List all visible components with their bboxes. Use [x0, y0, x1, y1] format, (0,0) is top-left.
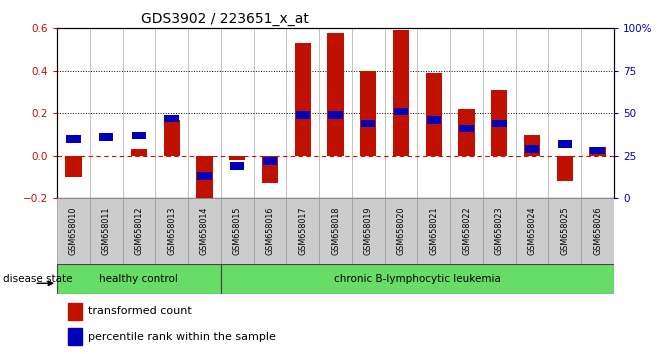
Bar: [57, 264, 221, 294]
Bar: [132, 132, 146, 139]
Bar: [188, 198, 221, 264]
Text: GSM658010: GSM658010: [69, 207, 78, 255]
Text: GSM658021: GSM658021: [429, 207, 438, 255]
Bar: [590, 147, 605, 154]
Bar: [319, 198, 352, 264]
Bar: [557, 156, 573, 181]
Bar: [197, 156, 213, 202]
Bar: [548, 198, 581, 264]
Bar: [164, 120, 180, 156]
Bar: [458, 109, 475, 156]
Bar: [287, 198, 319, 264]
Bar: [581, 198, 614, 264]
Text: GSM658011: GSM658011: [102, 207, 111, 255]
Bar: [361, 120, 376, 127]
Text: GSM658024: GSM658024: [527, 207, 537, 255]
Bar: [427, 116, 441, 124]
Bar: [558, 140, 572, 148]
Bar: [263, 157, 277, 165]
Bar: [460, 125, 474, 132]
Bar: [524, 135, 540, 156]
Bar: [66, 135, 81, 143]
Bar: [327, 33, 344, 156]
Bar: [57, 198, 90, 264]
Bar: [221, 264, 614, 294]
Bar: [68, 328, 82, 345]
Bar: [450, 198, 483, 264]
Text: GSM658013: GSM658013: [167, 207, 176, 255]
Bar: [491, 90, 507, 156]
Bar: [393, 30, 409, 156]
Text: GSM658026: GSM658026: [593, 207, 602, 255]
Bar: [295, 111, 310, 119]
Text: GSM658016: GSM658016: [266, 207, 274, 255]
Text: transformed count: transformed count: [88, 306, 191, 316]
Bar: [131, 149, 147, 156]
Text: GSM658019: GSM658019: [364, 207, 373, 255]
Bar: [328, 111, 343, 119]
Bar: [492, 120, 507, 127]
Bar: [589, 147, 606, 156]
Bar: [68, 303, 82, 320]
Bar: [65, 156, 82, 177]
Bar: [417, 198, 450, 264]
Bar: [221, 198, 254, 264]
Bar: [229, 156, 246, 160]
Bar: [197, 172, 211, 180]
Bar: [384, 198, 417, 264]
Bar: [90, 198, 123, 264]
Bar: [155, 198, 188, 264]
Bar: [516, 198, 548, 264]
Text: GSM658023: GSM658023: [495, 207, 504, 255]
Bar: [262, 156, 278, 183]
Bar: [352, 198, 384, 264]
Bar: [295, 43, 311, 156]
Text: chronic B-lymphocytic leukemia: chronic B-lymphocytic leukemia: [334, 274, 501, 284]
Text: disease state: disease state: [3, 274, 73, 284]
Bar: [360, 71, 376, 156]
Text: GSM658020: GSM658020: [397, 207, 405, 255]
Text: GSM658012: GSM658012: [134, 207, 144, 255]
Text: GDS3902 / 223651_x_at: GDS3902 / 223651_x_at: [141, 12, 309, 26]
Text: GSM658022: GSM658022: [462, 207, 471, 255]
Bar: [164, 115, 179, 122]
Bar: [394, 108, 408, 115]
Text: healthy control: healthy control: [99, 274, 178, 284]
Bar: [230, 162, 244, 170]
Bar: [483, 198, 516, 264]
Text: percentile rank within the sample: percentile rank within the sample: [88, 332, 276, 342]
Text: GSM658015: GSM658015: [233, 207, 242, 255]
Text: GSM658025: GSM658025: [560, 207, 569, 255]
Text: GSM658017: GSM658017: [298, 207, 307, 255]
Bar: [254, 198, 287, 264]
Bar: [99, 133, 113, 141]
Text: GSM658018: GSM658018: [331, 207, 340, 255]
Bar: [525, 145, 539, 153]
Bar: [425, 73, 442, 156]
Text: GSM658014: GSM658014: [200, 207, 209, 255]
Bar: [123, 198, 155, 264]
